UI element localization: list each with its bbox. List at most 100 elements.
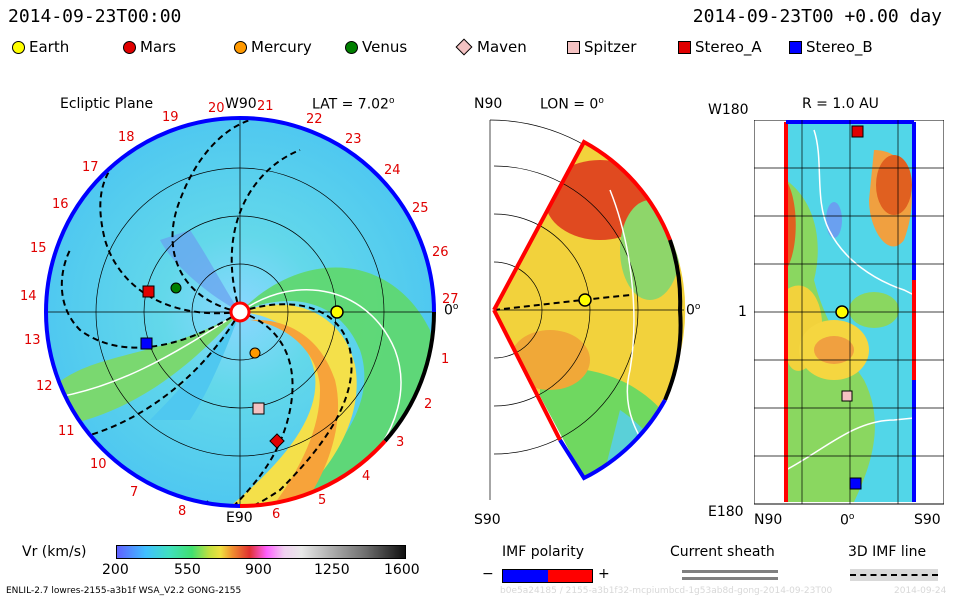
- legend-earth: Earth: [12, 38, 69, 56]
- legend-stereo-a: Stereo_A: [678, 38, 762, 56]
- sun-icon: [229, 301, 251, 323]
- svg-text:26: 26: [432, 245, 449, 260]
- imf-polarity-rim-positive: [492, 139, 672, 311]
- date-left: 2014-09-23T00:00: [8, 6, 182, 27]
- imf-polarity-negative-swatch: [502, 569, 550, 583]
- stereo-a-marker-icon: [678, 40, 691, 54]
- radial-x-right: S90: [914, 512, 941, 528]
- current-sheet-line: [239, 289, 402, 461]
- current-sheath-label: Current sheath: [670, 544, 775, 560]
- radial-top-left-label: W180: [708, 102, 749, 118]
- imf-field-line: [493, 294, 631, 311]
- legend-label: Venus: [362, 38, 408, 56]
- current-sheet-lines: [785, 129, 915, 471]
- imf-polarity-rim-sector: [663, 239, 683, 401]
- ecliptic-right-label: 0o: [444, 302, 459, 319]
- legend-label: Mercury: [251, 38, 312, 56]
- radial-bottom-left-label: E180: [708, 504, 744, 520]
- svg-text:22: 22: [306, 112, 323, 127]
- ecliptic-bottom-label: E90: [226, 510, 253, 526]
- meridional-right-label: 0o: [686, 302, 701, 319]
- ecliptic-top-label: W90: [225, 96, 257, 112]
- imf-polarity-label: IMF polarity: [502, 544, 585, 560]
- legend-mercury: Mercury: [234, 38, 312, 56]
- ecliptic-plane-plot: 1 2 3 4 5 6 8 7 10 11 12 13 14 15 16 17 …: [20, 99, 459, 522]
- svg-text:21: 21: [257, 99, 274, 114]
- svg-text:25: 25: [412, 201, 429, 216]
- spitzer-marker-icon: [567, 40, 580, 54]
- slow-wind-region: [160, 230, 240, 312]
- svg-text:1: 1: [441, 352, 449, 367]
- spitzer-marker: [841, 390, 853, 402]
- svg-text:16: 16: [52, 197, 69, 212]
- colorbar-tick: 550: [174, 562, 201, 578]
- venus-marker: [170, 282, 182, 294]
- imf-polarity-minus: −: [482, 566, 494, 582]
- legend-label: Mars: [140, 38, 177, 56]
- legend-label: Spitzer: [584, 38, 637, 56]
- svg-text:13: 13: [24, 333, 41, 348]
- solar-wind-band: [46, 312, 240, 430]
- svg-text:10: 10: [90, 457, 107, 472]
- meridional-bottom-label: S90: [474, 512, 501, 528]
- stereo-b-marker: [849, 477, 862, 490]
- meridional-title: LON = 0o: [540, 96, 604, 113]
- meridional-plane-plot: [489, 119, 686, 500]
- colorbar-tick: 1600: [384, 562, 420, 578]
- imf-polarity-rim-negative: [44, 311, 241, 508]
- earth-marker-icon: [12, 40, 25, 54]
- radial-grid: [754, 120, 944, 504]
- legend-venus: Venus: [345, 38, 407, 56]
- imf-field-lines: [60, 119, 353, 506]
- svg-text:23: 23: [345, 132, 362, 147]
- mars-marker-icon: [123, 40, 136, 54]
- legend-label: Stereo_B: [806, 38, 873, 56]
- stereo-a-marker: [851, 125, 864, 138]
- imf-line-label: 3D IMF line: [848, 544, 927, 560]
- legend-label: Earth: [29, 38, 70, 56]
- colorbar-tick: 1250: [314, 562, 350, 578]
- svg-text:2: 2: [424, 397, 432, 412]
- svg-text:5: 5: [318, 493, 326, 508]
- imf-polarity-rim-positive: [492, 309, 562, 441]
- current-sheath-line-icon: [682, 570, 778, 573]
- svg-text:19: 19: [162, 110, 179, 125]
- ecliptic-lat-label: LAT = 7.02o: [312, 96, 395, 113]
- object-legend: Earth Mars Mercury Venus Maven Spitzer S…: [0, 38, 960, 60]
- radial-x-left: N90: [754, 512, 783, 528]
- fast-stream-orange: [250, 319, 338, 506]
- current-sheath-line-icon: [682, 577, 778, 580]
- meridional-top-label: N90: [474, 96, 503, 112]
- carrington-longitude-labels: 1 2 3 4 5 6 8 7 10 11 12 13 14 15 16 17 …: [20, 99, 459, 522]
- imf-polarity-rim-positive: [239, 439, 387, 509]
- legend-label: Stereo_A: [695, 38, 762, 56]
- stereo-b-marker: [140, 337, 153, 350]
- svg-text:15: 15: [30, 241, 47, 256]
- legend-spitzer: Spitzer: [567, 38, 636, 56]
- mercury-marker-icon: [234, 40, 247, 54]
- colorbar-label: Vr (km/s): [22, 544, 87, 560]
- slow-wind-region: [150, 312, 240, 420]
- radial-left-mid-label: 1: [738, 304, 747, 320]
- imf-polarity-rim-negative: [239, 116, 436, 313]
- imf-polarity-rim-sector: [383, 311, 437, 443]
- radial-x-mid: 0o: [840, 512, 855, 529]
- maven-marker-icon: [455, 38, 473, 56]
- radial-surface-plot: [754, 120, 944, 505]
- svg-text:3: 3: [396, 435, 404, 450]
- svg-text:20: 20: [208, 101, 225, 116]
- svg-text:18: 18: [118, 130, 135, 145]
- legend-mars: Mars: [123, 38, 176, 56]
- legend-stereo-b: Stereo_B: [789, 38, 873, 56]
- colorbar-tick: 900: [245, 562, 272, 578]
- footer-right: 2014-09-24: [894, 586, 947, 596]
- radial-title: R = 1.0 AU: [802, 96, 879, 112]
- footer-left: ENLIL-2.7 lowres-2155-a3b1f WSA_V2.2 GON…: [6, 586, 242, 596]
- date-right: 2014-09-23T00 +0.00 day: [692, 6, 942, 27]
- stereo-b-marker-icon: [789, 40, 802, 54]
- earth-marker: [578, 293, 592, 307]
- svg-text:24: 24: [384, 163, 401, 178]
- mercury-marker: [249, 347, 261, 359]
- stereo-a-marker: [142, 285, 155, 298]
- current-sheet-line: [46, 311, 241, 401]
